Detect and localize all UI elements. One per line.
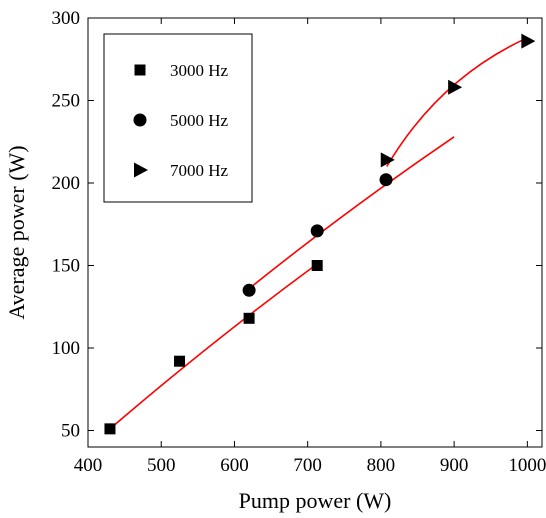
x-tick-label: 700 bbox=[293, 455, 322, 476]
x-tick-label: 1000 bbox=[508, 455, 546, 476]
fit-curve-series-3 bbox=[386, 37, 528, 167]
y-tick-label: 200 bbox=[52, 173, 81, 194]
data-point-series-1 bbox=[104, 423, 116, 435]
data-point-series-3 bbox=[521, 33, 536, 49]
x-tick-label: 500 bbox=[147, 455, 176, 476]
x-tick-label: 400 bbox=[74, 455, 103, 476]
legend: 3000 Hz 5000 Hz 7000 Hz bbox=[103, 33, 253, 203]
data-markers bbox=[104, 33, 536, 435]
axes: 400 500 600 700 800 900 1000 50 100 150 200 250 300 bbox=[52, 8, 546, 476]
data-point-series-2 bbox=[379, 173, 393, 187]
y-tick-label: 150 bbox=[52, 256, 81, 277]
legend-label-3: 7000 Hz bbox=[170, 161, 229, 180]
data-point-series-1 bbox=[311, 260, 323, 271]
legend-marker-3 bbox=[134, 162, 148, 178]
x-axis-label: Pump power (W) bbox=[239, 488, 392, 513]
y-tick-label: 300 bbox=[52, 8, 81, 29]
legend-label-2: 5000 Hz bbox=[170, 111, 229, 130]
legend-marker-2 bbox=[133, 113, 147, 127]
y-tick-label: 100 bbox=[52, 338, 81, 359]
y-tick-label: 250 bbox=[52, 91, 81, 112]
legend-marker-1 bbox=[134, 64, 146, 76]
data-point-series-3 bbox=[448, 79, 463, 95]
x-tick-label: 600 bbox=[220, 455, 249, 476]
y-axis-label: Average power (W) bbox=[4, 145, 29, 319]
legend-box bbox=[103, 33, 253, 203]
fit-curve-series-1 bbox=[109, 263, 318, 430]
fit-curves bbox=[109, 37, 528, 430]
x-tick-label: 800 bbox=[367, 455, 396, 476]
data-point-series-3 bbox=[380, 152, 395, 168]
legend-label-1: 3000 Hz bbox=[170, 61, 229, 80]
x-tick-label: 900 bbox=[440, 455, 469, 476]
fit-curve-series-2 bbox=[248, 136, 455, 290]
data-point-series-1 bbox=[243, 312, 255, 324]
y-tick-label: 50 bbox=[61, 421, 80, 442]
data-point-series-2 bbox=[310, 224, 324, 238]
plot-frame bbox=[87, 17, 543, 448]
data-point-series-1 bbox=[174, 355, 186, 367]
data-point-series-2 bbox=[242, 283, 256, 297]
